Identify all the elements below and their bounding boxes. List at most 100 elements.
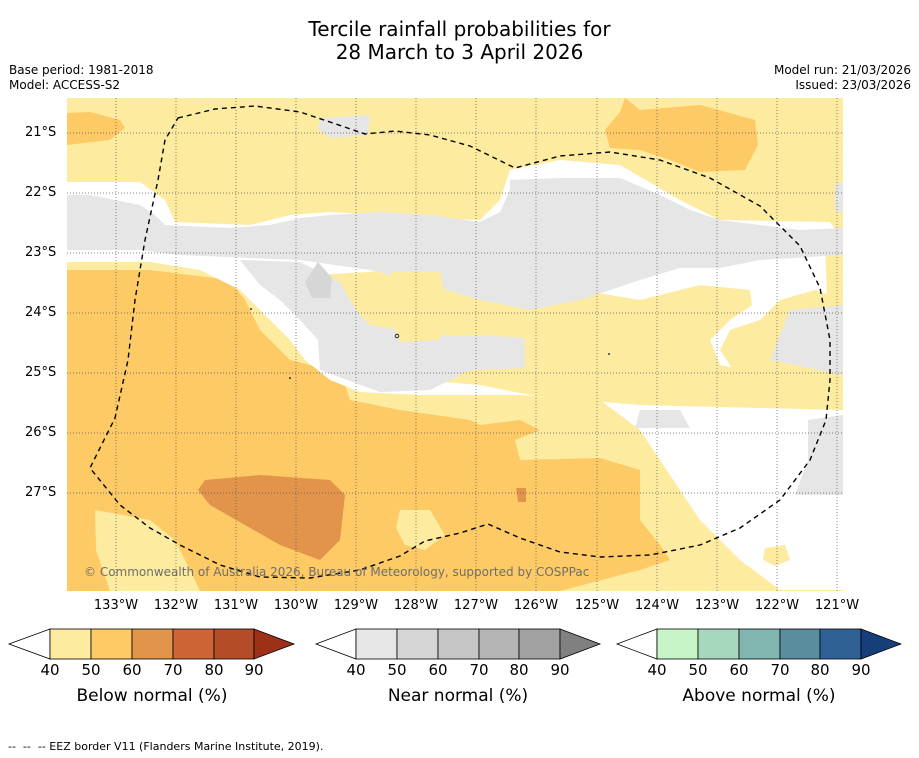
model-name: Model: ACCESS-S2 bbox=[9, 78, 121, 92]
cbar-below-title: Below normal (%) bbox=[76, 686, 228, 706]
below-normal-60-70-spot bbox=[516, 488, 526, 502]
cbar-near-tick: 50 bbox=[387, 661, 407, 679]
island-dot bbox=[250, 308, 252, 310]
cbar-below-tick: 90 bbox=[244, 661, 264, 679]
lon-label: 126°W bbox=[513, 598, 559, 613]
cbar-near-tick: 80 bbox=[509, 661, 529, 679]
cbar-below-swatch bbox=[49, 628, 92, 660]
below-normal-40-50-central-patch bbox=[385, 272, 445, 342]
issued-date: Issued: 23/03/2026 bbox=[795, 78, 911, 92]
cbar-below-swatch bbox=[213, 628, 255, 660]
lon-label: 128°W bbox=[393, 598, 439, 613]
lat-label: 27°S bbox=[25, 485, 57, 500]
near-normal-40-50-dot bbox=[305, 262, 332, 298]
near-normal-40-50-band-main bbox=[67, 178, 843, 310]
lat-label: 26°S bbox=[25, 425, 57, 440]
colorbar-near-normal bbox=[314, 628, 602, 660]
cbar-below-swatch bbox=[90, 628, 133, 660]
lat-label: 23°S bbox=[25, 245, 57, 260]
cbar-below-tick: 70 bbox=[163, 661, 183, 679]
cbar-near-tick: 70 bbox=[469, 661, 489, 679]
lat-label: 24°S bbox=[25, 305, 57, 320]
run-info-left: Base period: 1981-2018 Model: ACCESS-S2 bbox=[9, 63, 154, 93]
near-normal-40-50-patch-s bbox=[635, 410, 690, 428]
model-run: Model run: 21/03/2026 bbox=[773, 63, 911, 77]
cbar-below-swatch bbox=[131, 628, 174, 660]
cbar-above-title: Above normal (%) bbox=[682, 686, 836, 706]
cbar-above-arrow-right bbox=[860, 628, 903, 660]
lat-label: 22°S bbox=[25, 185, 57, 200]
lat-label: 21°S bbox=[25, 125, 57, 140]
near-normal-40-50-patch-n bbox=[318, 115, 370, 138]
island-dot bbox=[608, 353, 610, 355]
title-line-2: 28 March to 3 April 2026 bbox=[335, 40, 584, 64]
near-normal-40-50-patch-east bbox=[770, 305, 843, 375]
cbar-below-tick: 80 bbox=[204, 661, 224, 679]
cbar-near-swatch bbox=[396, 628, 439, 660]
cbar-near-arrow-right bbox=[559, 628, 602, 660]
lon-label: 132°W bbox=[153, 598, 199, 613]
near-normal-40-50-patch-se bbox=[795, 415, 843, 495]
copyright-notice: © Commonwealth of Australia 2026, Bureau… bbox=[84, 565, 590, 579]
near-normal-40-50-patch-nw bbox=[67, 195, 140, 240]
cbar-below-tick: 40 bbox=[40, 661, 60, 679]
lon-label: 124°W bbox=[634, 598, 680, 613]
base-period: Base period: 1981-2018 bbox=[9, 63, 154, 77]
cbar-below-tick: 50 bbox=[81, 661, 101, 679]
cbar-above-tick: 90 bbox=[851, 661, 871, 679]
title-line-1: Tercile rainfall probabilities for bbox=[308, 17, 611, 41]
cbar-near-swatch bbox=[478, 628, 520, 660]
near-normal-40-50-patch-ne bbox=[835, 182, 843, 212]
cbar-above-swatch bbox=[738, 628, 781, 660]
cbar-above-swatch bbox=[819, 628, 862, 660]
cbar-below-arrow-left bbox=[7, 628, 51, 660]
lon-label: 129°W bbox=[333, 598, 379, 613]
cbar-above-swatch bbox=[656, 628, 699, 660]
below-normal-50-60-region-east bbox=[605, 98, 758, 172]
lon-label: 131°W bbox=[213, 598, 259, 613]
cbar-near-swatch bbox=[437, 628, 480, 660]
cbar-below-arrow-right bbox=[253, 628, 296, 660]
cbar-above-swatch bbox=[697, 628, 740, 660]
cbar-near-arrow-left bbox=[314, 628, 357, 660]
island-markers bbox=[250, 308, 610, 379]
below-normal-60-70-region bbox=[198, 475, 345, 560]
below-normal-50-60-patch-nw bbox=[67, 112, 125, 145]
cbar-near-swatch bbox=[355, 628, 398, 660]
cbar-near-tick: 60 bbox=[428, 661, 448, 679]
probability-field bbox=[67, 98, 843, 591]
eez-border-line bbox=[89, 105, 831, 579]
map-title: Tercile rainfall probabilities for 28 Ma… bbox=[0, 18, 919, 64]
colorbar-below-normal bbox=[7, 628, 296, 660]
graticule bbox=[67, 98, 843, 591]
cbar-near-tick: 40 bbox=[346, 661, 366, 679]
cbar-above-swatch bbox=[779, 628, 821, 660]
below-normal-40-50-patch-far-se bbox=[763, 545, 790, 566]
cbar-above-tick: 50 bbox=[688, 661, 708, 679]
eez-footnote: -- -- -- EEZ border V11 (Flanders Marine… bbox=[8, 740, 324, 753]
lon-label: 130°W bbox=[273, 598, 319, 613]
lat-label: 25°S bbox=[25, 365, 57, 380]
colorbar-above-normal bbox=[615, 628, 903, 660]
below-normal-40-50-patch-s bbox=[396, 510, 445, 550]
below-normal-50-60-region-west bbox=[67, 270, 670, 591]
cbar-below-tick: 60 bbox=[122, 661, 142, 679]
cbar-near-swatch bbox=[518, 628, 561, 660]
below-normal-40-50-patch-sw bbox=[95, 510, 200, 591]
cbar-near-title: Near normal (%) bbox=[387, 686, 529, 706]
lon-label: 123°W bbox=[694, 598, 740, 613]
lon-label: 125°W bbox=[574, 598, 620, 613]
cbar-above-tick: 80 bbox=[810, 661, 830, 679]
lon-label: 133°W bbox=[93, 598, 139, 613]
cbar-near-tick: 90 bbox=[550, 661, 570, 679]
island-dot bbox=[394, 333, 400, 339]
cbar-above-tick: 40 bbox=[647, 661, 667, 679]
lon-label: 122°W bbox=[754, 598, 800, 613]
lon-label: 121°W bbox=[814, 598, 860, 613]
cbar-below-swatch bbox=[172, 628, 215, 660]
lon-label: 127°W bbox=[453, 598, 499, 613]
island-dot bbox=[289, 377, 291, 379]
cbar-above-arrow-left bbox=[615, 628, 658, 660]
cbar-above-tick: 70 bbox=[770, 661, 790, 679]
